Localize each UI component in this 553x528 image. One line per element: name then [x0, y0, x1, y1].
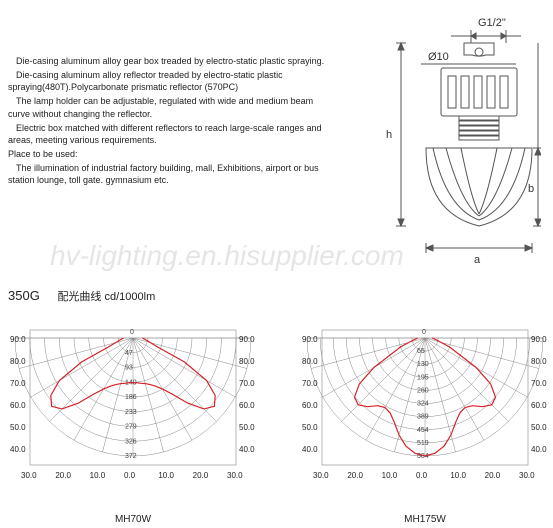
svg-text:80.0: 80.0 — [302, 357, 318, 366]
svg-text:40.0: 40.0 — [531, 445, 547, 454]
desc-line: Die-casing aluminum alloy gear box tread… — [8, 55, 328, 67]
desc-line: Place to be used: — [8, 148, 328, 160]
svg-text:30.0: 30.0 — [21, 471, 37, 480]
svg-text:60.0: 60.0 — [302, 401, 318, 410]
svg-text:10.0: 10.0 — [158, 471, 174, 480]
svg-text:0.0: 0.0 — [124, 471, 136, 480]
svg-text:30.0: 30.0 — [227, 471, 243, 480]
thread-label: G1/2" — [478, 17, 506, 29]
svg-text:130: 130 — [417, 361, 429, 368]
svg-text:70.0: 70.0 — [239, 379, 255, 388]
desc-line: Die-casing aluminum alloy reflector trea… — [8, 69, 328, 93]
svg-text:389: 389 — [417, 414, 429, 421]
svg-text:80.0: 80.0 — [239, 357, 255, 366]
svg-text:60.0: 60.0 — [10, 401, 26, 410]
lamp-technical-drawing: G1/2" Ø10 h a — [346, 8, 541, 268]
svg-text:30.0: 30.0 — [519, 471, 535, 480]
desc-line: The lamp holder can be adjustable, regul… — [8, 95, 328, 119]
height-label: h — [386, 129, 392, 141]
svg-text:20.0: 20.0 — [193, 471, 209, 480]
svg-text:40.0: 40.0 — [10, 445, 26, 454]
svg-text:324: 324 — [417, 401, 429, 408]
desc-line: Electric box matched with different refl… — [8, 122, 328, 146]
polar-chart-right: 06513019526032438945451958490.090.080.08… — [300, 320, 550, 505]
svg-text:30.0: 30.0 — [313, 471, 329, 480]
polar-chart-left: 0479314018623327932637290.090.080.080.07… — [8, 320, 258, 505]
svg-text:454: 454 — [417, 427, 429, 434]
svg-text:50.0: 50.0 — [531, 423, 547, 432]
svg-text:47: 47 — [125, 350, 133, 357]
svg-text:80.0: 80.0 — [531, 357, 547, 366]
svg-text:90.0: 90.0 — [531, 335, 547, 344]
svg-text:20.0: 20.0 — [55, 471, 71, 480]
svg-text:186: 186 — [125, 394, 137, 401]
svg-text:40.0: 40.0 — [302, 445, 318, 454]
svg-text:50.0: 50.0 — [10, 423, 26, 432]
svg-text:90.0: 90.0 — [302, 335, 318, 344]
chart-right-label: MH175W — [300, 514, 550, 525]
width-label: a — [474, 254, 481, 266]
svg-text:70.0: 70.0 — [531, 379, 547, 388]
svg-text:0: 0 — [422, 329, 426, 336]
svg-text:195: 195 — [417, 374, 429, 381]
svg-text:0: 0 — [130, 329, 134, 336]
svg-text:93: 93 — [125, 365, 133, 372]
chart-left-label: MH70W — [8, 514, 258, 525]
svg-text:40.0: 40.0 — [239, 445, 255, 454]
diameter-label: Ø10 — [428, 51, 449, 63]
svg-text:10.0: 10.0 — [382, 471, 398, 480]
svg-text:70.0: 70.0 — [302, 379, 318, 388]
svg-text:60.0: 60.0 — [239, 401, 255, 410]
svg-text:90.0: 90.0 — [10, 335, 26, 344]
description-block: Die-casing aluminum alloy gear box tread… — [8, 55, 328, 188]
svg-text:60.0: 60.0 — [531, 401, 547, 410]
svg-text:279: 279 — [125, 424, 137, 431]
chart-header-main: 350G — [8, 288, 40, 303]
desc-line: The illumination of industrial factory b… — [8, 162, 328, 186]
bowl-height-label: b — [528, 183, 534, 195]
svg-text:10.0: 10.0 — [90, 471, 106, 480]
svg-text:372: 372 — [125, 453, 137, 460]
svg-text:20.0: 20.0 — [347, 471, 363, 480]
svg-text:20.0: 20.0 — [485, 471, 501, 480]
svg-text:519: 519 — [417, 440, 429, 447]
svg-text:233: 233 — [125, 409, 137, 416]
chart-header-sub: 配光曲线 cd/1000lm — [57, 291, 155, 303]
svg-text:10.0: 10.0 — [450, 471, 466, 480]
svg-text:0.0: 0.0 — [416, 471, 428, 480]
svg-text:260: 260 — [417, 387, 429, 394]
svg-text:65: 65 — [417, 348, 425, 355]
svg-text:90.0: 90.0 — [239, 335, 255, 344]
svg-text:50.0: 50.0 — [302, 423, 318, 432]
svg-text:50.0: 50.0 — [239, 423, 255, 432]
svg-text:70.0: 70.0 — [10, 379, 26, 388]
svg-text:80.0: 80.0 — [10, 357, 26, 366]
chart-header: 350G 配光曲线 cd/1000lm — [8, 288, 155, 304]
svg-text:326: 326 — [125, 438, 137, 445]
